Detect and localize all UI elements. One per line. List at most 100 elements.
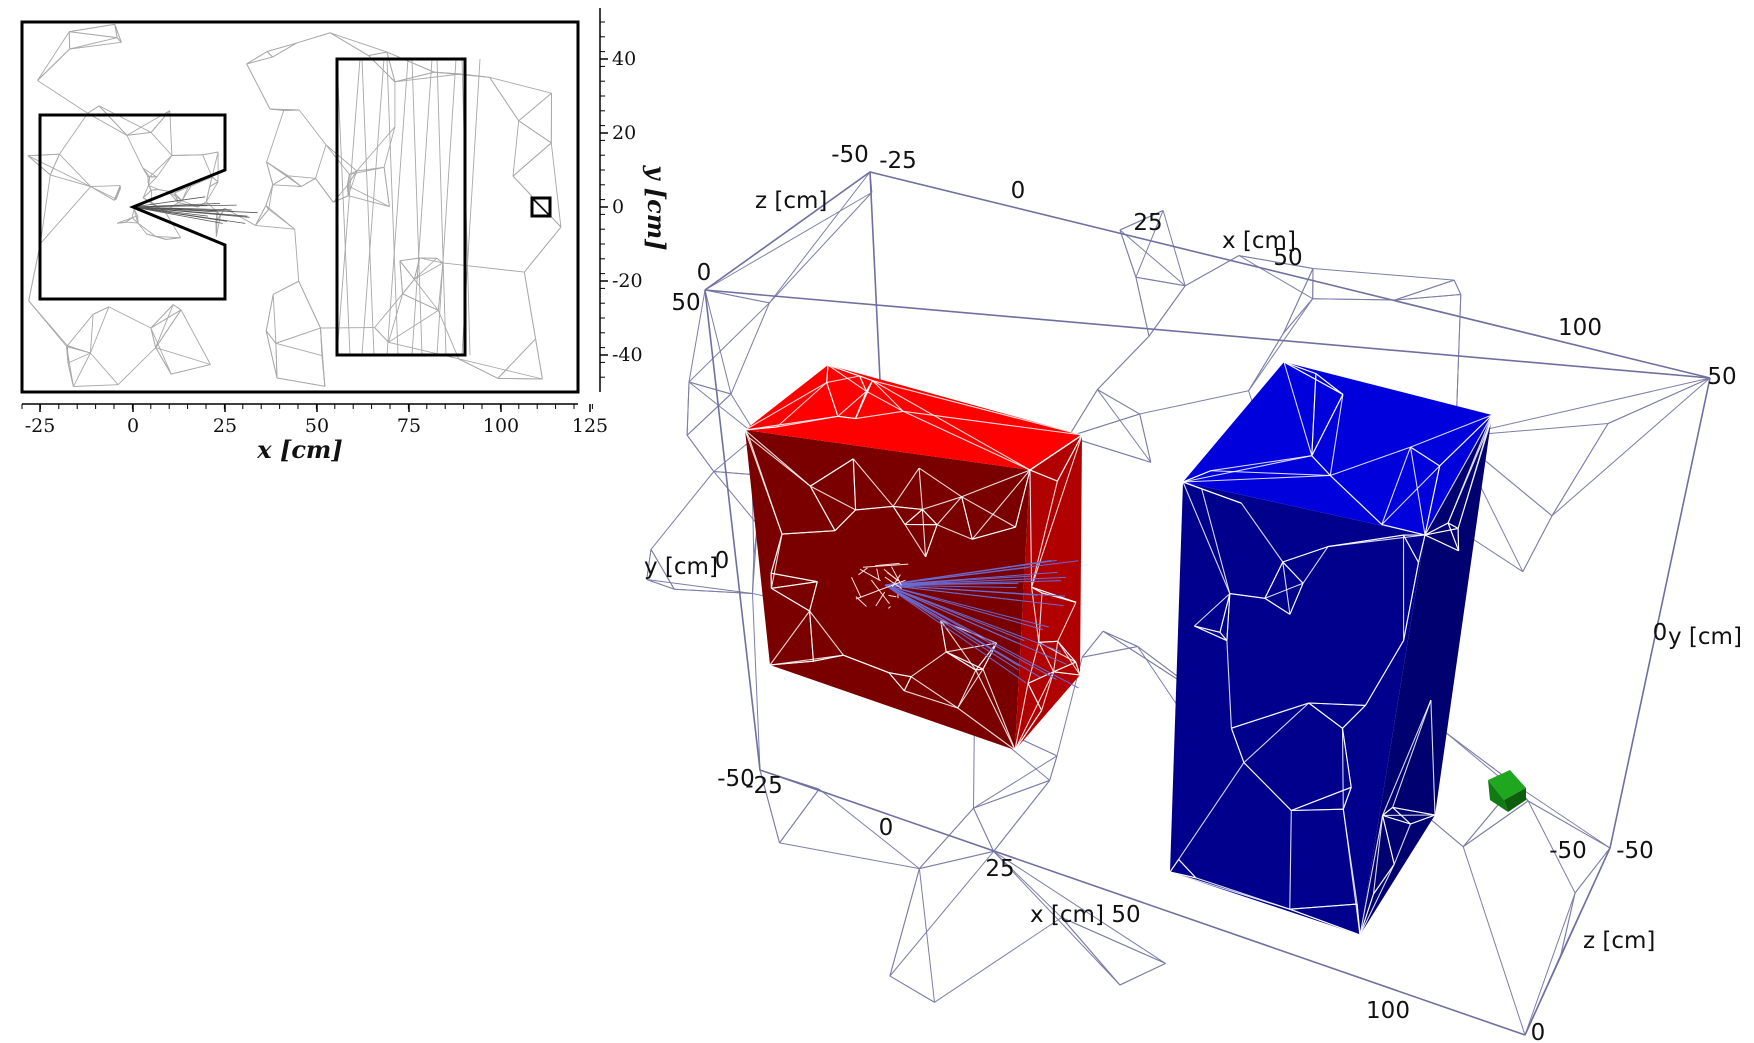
mesh-edge	[866, 390, 904, 412]
mesh-edge	[781, 530, 836, 535]
mesh-edge	[922, 496, 962, 510]
green-cube-side	[1504, 788, 1526, 812]
mesh-edge	[688, 302, 770, 383]
mesh-edge	[147, 176, 149, 186]
mesh-edge	[39, 174, 51, 244]
mesh-edge	[884, 584, 1025, 642]
mesh-edge	[1119, 229, 1186, 287]
mesh-edge	[69, 23, 115, 33]
mesh-edge	[884, 576, 1067, 586]
mesh-edge	[688, 381, 757, 436]
mesh-edge	[957, 707, 1016, 751]
mesh-edge	[771, 572, 818, 583]
mesh-edge	[1311, 394, 1344, 456]
mesh-edge	[148, 176, 158, 186]
mesh-edge	[961, 496, 1016, 528]
mesh-edge	[1373, 863, 1395, 895]
mesh-edge	[150, 327, 172, 375]
mesh-edge	[156, 155, 173, 178]
mesh-edge	[117, 347, 157, 386]
mesh-edge	[1182, 481, 1231, 594]
mesh-edge	[1291, 786, 1352, 812]
mesh-edge	[993, 851, 1121, 986]
mesh-edge	[918, 467, 963, 498]
mesh-edge	[1382, 815, 1395, 865]
mesh-edge	[1283, 298, 1314, 334]
y-left-tick-label: 0	[715, 548, 730, 574]
mesh-edge	[69, 37, 118, 50]
mesh-edge	[1194, 625, 1221, 633]
mesh-edge	[386, 58, 409, 356]
mesh-edge	[98, 105, 128, 136]
mesh-edge	[518, 92, 552, 122]
tall-block-outline	[335, 57, 467, 357]
mesh-edge	[1417, 534, 1426, 563]
mesh-edge	[1182, 470, 1211, 483]
mesh-edge	[1194, 625, 1228, 642]
z-top-tick-label: -50	[831, 142, 869, 168]
y-tick-label: -40	[612, 344, 643, 366]
mesh-edge	[1551, 423, 1609, 517]
mesh-edge	[884, 567, 1029, 586]
left-panel-2d-section: -25 0 25 50 75 100 125 x [cm] 40 20 0 -20 -40 y [c…	[20, 8, 671, 464]
x-tick-label: 0	[127, 415, 139, 437]
z-top-label: z [cm]	[755, 188, 827, 214]
x-top-tick-label: 25	[1133, 210, 1162, 236]
mesh-edge	[769, 171, 871, 304]
mesh-edge	[1312, 298, 1396, 301]
y-axis-label: y [cm]	[642, 164, 671, 250]
mesh-edge	[1455, 377, 1711, 437]
mesh-edge	[132, 206, 232, 211]
mesh-edge	[809, 485, 836, 531]
x-bottom-tick-label: 0	[879, 815, 894, 841]
mesh-edge	[961, 469, 1031, 498]
mesh-edge	[436, 58, 447, 356]
mesh-edge	[884, 582, 1019, 586]
mesh-edge	[1057, 602, 1077, 642]
mesh-edge	[132, 206, 250, 218]
mesh-edge	[1219, 593, 1231, 633]
mesh-edge	[713, 471, 758, 525]
mesh-edge	[1226, 593, 1231, 641]
mesh-edge	[1574, 847, 1611, 894]
mesh-edge	[1382, 814, 1411, 825]
mesh-edge	[1243, 702, 1310, 764]
mesh-edge	[1053, 671, 1081, 676]
mesh-edge	[411, 58, 423, 356]
mesh-edge	[1392, 806, 1436, 816]
mesh-edge	[1365, 640, 1405, 706]
mesh-edge	[936, 524, 973, 540]
mesh-edge	[215, 215, 221, 223]
mesh-edge	[276, 377, 325, 387]
mesh-edge	[759, 769, 780, 844]
mesh-edge	[294, 229, 300, 282]
mesh-edge	[69, 41, 122, 50]
y-axis-ticks: 40 20 0 -20 -40	[600, 21, 643, 378]
mesh-edge	[434, 71, 461, 75]
mesh-edge	[89, 314, 94, 354]
mesh-edge	[975, 669, 1016, 751]
mesh-edge	[884, 584, 1038, 596]
mesh-edge	[810, 485, 856, 511]
y-right-label: y [cm]	[1668, 624, 1742, 650]
mesh-edge	[28, 300, 67, 347]
mesh-edge	[1182, 455, 1312, 483]
mesh-edge	[133, 209, 138, 217]
z-right-tick-label: -50	[1549, 838, 1587, 864]
mesh-edge	[744, 415, 838, 431]
mesh-edge	[1457, 528, 1460, 551]
mesh-edge	[1282, 561, 1304, 584]
mesh-edge	[59, 153, 92, 187]
mesh-edge	[399, 260, 415, 280]
mesh-edge	[1031, 586, 1077, 603]
mesh-edge	[155, 304, 174, 348]
mesh-edge	[972, 526, 1016, 540]
mesh-edge	[266, 42, 297, 53]
mesh-edge	[275, 327, 321, 344]
mesh-edge	[137, 222, 148, 235]
mesh-edge	[744, 429, 811, 487]
mesh-edge	[246, 63, 271, 110]
mesh-edge	[131, 215, 138, 219]
right-panel-3d-view: z [cm] x [cm] y [cm] y [cm] x [cm] z [cm…	[644, 142, 1742, 1043]
mesh-edge	[272, 175, 289, 186]
